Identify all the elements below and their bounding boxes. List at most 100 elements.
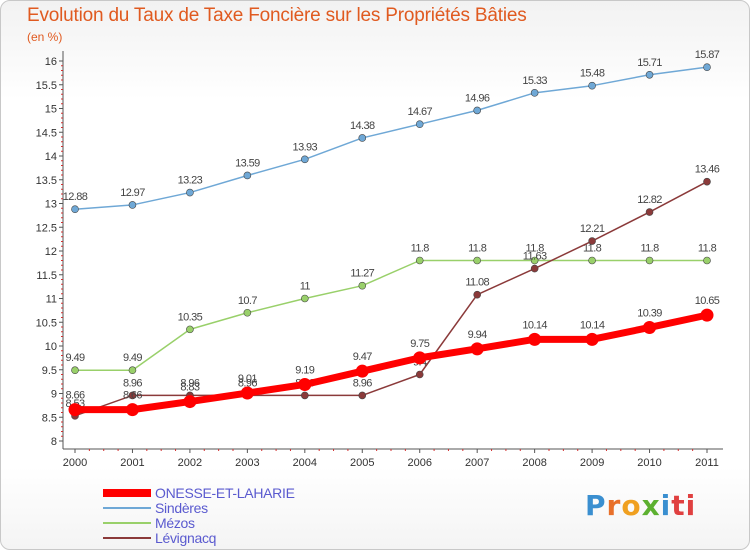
logo-letter: r [606,489,622,522]
data-label: 8.83 [180,382,199,394]
data-point [588,81,596,90]
chart-title: Evolution du Taux de Taxe Foncière sur l… [27,5,527,26]
proxiti-logo: Proxiti [585,489,696,522]
data-point [243,308,252,317]
data-label: 15.48 [580,68,605,80]
data-point [125,403,139,417]
data-point [128,366,137,375]
data-label: 15.71 [637,57,662,69]
data-point [186,188,194,197]
data-label: 15.87 [695,49,720,61]
y-tick-label: 16 [45,56,57,68]
data-point [301,294,309,303]
data-point [703,177,711,186]
data-point [301,391,309,400]
data-point [643,320,657,334]
data-point [355,364,369,378]
data-point [240,386,254,400]
data-point [415,370,424,379]
legend-label: ONESSE-ET-LAHARIE [155,485,295,501]
data-point [128,391,137,400]
logo-letter: i [660,489,672,522]
y-tick-label: 8 [51,436,57,448]
legend-label: Sindères [155,500,208,516]
data-label: 9.47 [353,351,372,363]
unit-label: (en %) [27,30,63,44]
data-label: 8.66 [65,390,84,402]
data-label: 9.49 [123,352,142,364]
data-point [298,377,312,391]
data-label: 9.94 [468,329,487,341]
data-point [645,208,654,216]
x-tick-label: 2003 [235,457,259,469]
x-tick-label: 2010 [637,457,661,469]
data-point [645,256,654,265]
data-point [71,366,79,375]
data-label: 9.01 [238,373,257,385]
data-label: 9.19 [295,364,314,376]
data-point [413,351,427,365]
data-point [71,205,79,213]
data-point [588,237,596,245]
y-tick-label: 8.5 [42,412,57,424]
data-point [703,256,711,265]
data-label: 10.65 [695,295,720,307]
x-tick-label: 2008 [522,457,546,469]
y-tick-label: 14.5 [36,127,57,139]
data-label: 8.96 [238,377,257,389]
data-point [128,201,137,209]
data-label: 14.96 [465,92,490,104]
data-label: 9.49 [65,352,84,364]
x-tick-label: 2009 [580,457,604,469]
x-tick-label: 2005 [350,457,374,469]
x-tick-label: 2002 [178,457,202,469]
series-line-3 [74,180,708,417]
data-label: 8.96 [180,377,199,389]
y-tick-label: 15 [45,104,57,116]
data-point [470,342,484,356]
data-label: 11.8 [411,243,430,255]
legend-label: Mézos [155,515,195,531]
data-label: 13.46 [695,164,720,176]
y-tick-label: 14 [45,151,57,163]
data-point [415,120,424,128]
y-tick-label: 15.5 [36,80,57,92]
logo-letter: o [621,489,642,522]
logo-letter: x [641,489,661,522]
data-point [530,264,539,273]
data-point [68,403,82,417]
data-point [530,89,539,97]
data-label: 11.8 [640,243,659,255]
data-point [645,70,654,79]
y-tick-label: 11.5 [36,270,57,282]
series-line-0 [71,311,711,414]
data-label: 11.8 [583,243,602,255]
x-tick-label: 2001 [120,457,144,469]
y-tick-label: 11 [46,294,57,306]
data-point [473,106,481,115]
data-label: 11.8 [698,243,717,255]
data-label: 12.88 [63,191,88,203]
data-label: 8.66 [123,390,142,402]
y-tick-label: 12 [45,246,57,258]
data-label: 9.75 [410,338,429,350]
y-tick-label: 9.5 [42,365,57,377]
data-label: 11.27 [350,268,374,280]
data-point [473,256,481,265]
data-label: 12.97 [120,187,145,199]
data-label: 11.08 [465,277,489,289]
data-label: 15.33 [522,75,547,87]
data-point [183,395,197,409]
data-point [301,155,309,164]
data-point [530,256,539,265]
data-label: 13.23 [178,175,203,187]
x-tick-label: 2004 [293,457,317,469]
data-label: 13.93 [293,141,318,153]
y-tick-label: 10.5 [36,317,57,329]
data-point [700,308,714,322]
data-label: 13.59 [235,157,260,169]
data-label: 11.8 [468,243,487,255]
data-label: 10.14 [580,319,605,331]
data-label: 11.8 [526,243,545,255]
